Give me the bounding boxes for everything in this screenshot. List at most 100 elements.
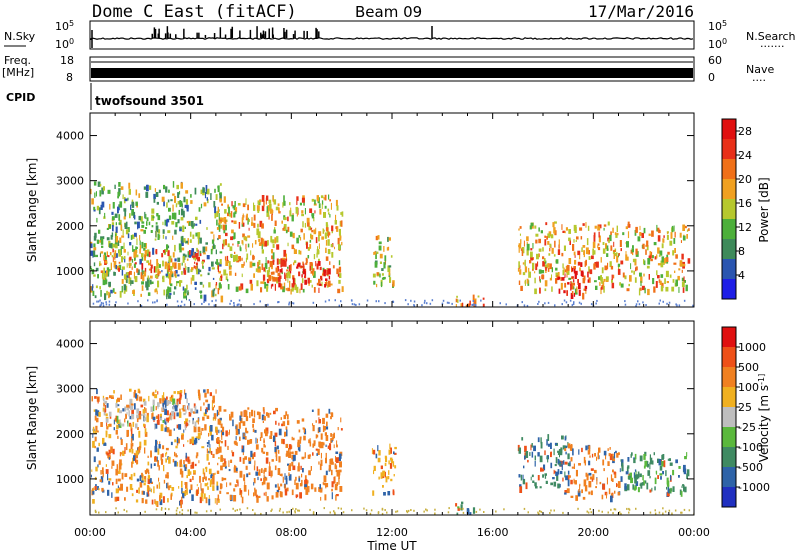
data-cell [124, 473, 128, 477]
data-cell [195, 232, 199, 237]
data-cell [197, 432, 201, 439]
data-cell [384, 462, 387, 467]
data-cell [383, 276, 386, 280]
data-cell [300, 228, 303, 233]
data-cell [99, 240, 102, 243]
data-cell [167, 199, 170, 203]
freq-panel-frame [89, 56, 695, 82]
data-cell [117, 408, 120, 413]
data-cell [199, 496, 202, 504]
data-cell [680, 511, 682, 514]
data-cell [140, 304, 143, 307]
data-cell [517, 267, 519, 272]
data-cell [564, 436, 567, 441]
data-cell [576, 236, 579, 240]
data-cell [203, 493, 206, 499]
data-cell [180, 459, 182, 465]
data-cell [630, 477, 633, 484]
data-cell [319, 266, 322, 271]
data-cell [550, 442, 552, 449]
data-cell [111, 466, 113, 469]
data-cell [207, 486, 209, 490]
data-cell [324, 205, 327, 209]
data-cell [162, 496, 165, 503]
data-cell [131, 461, 133, 468]
data-cell [392, 301, 395, 303]
data-cell [537, 511, 539, 514]
data-cell [171, 394, 174, 400]
data-cell [674, 248, 676, 253]
data-cell [230, 299, 232, 302]
data-cell [304, 430, 307, 435]
data-cell [264, 477, 268, 481]
data-cell [265, 427, 269, 434]
data-cell [329, 443, 332, 451]
data-cell [119, 459, 122, 466]
data-cell [228, 469, 231, 472]
data-cell [325, 256, 329, 261]
data-cell [320, 283, 322, 286]
data-cell [163, 397, 166, 401]
data-cell [692, 304, 694, 307]
data-cell [163, 392, 165, 398]
data-cell [119, 451, 122, 457]
colorbar-tick-label: 8 [738, 245, 745, 258]
data-cell [137, 269, 140, 275]
data-cell [334, 512, 336, 515]
data-cell [540, 467, 543, 472]
data-cell [473, 303, 475, 306]
data-cell [288, 465, 291, 471]
data-cell [145, 191, 149, 198]
data-cell [111, 211, 114, 215]
data-cell [261, 243, 263, 250]
data-cell [325, 247, 327, 253]
data-cell [298, 235, 301, 238]
data-cell [131, 234, 135, 239]
data-cell [260, 512, 262, 515]
data-cell [283, 282, 286, 289]
data-cell [265, 412, 268, 417]
data-cell [649, 511, 652, 514]
data-cell [272, 259, 275, 263]
ytick-label: 1000 [56, 473, 84, 486]
data-cell [105, 301, 107, 304]
velocity-ylabel: Slant Range [km] [25, 366, 39, 470]
data-cell [243, 236, 245, 240]
data-cell [560, 449, 563, 456]
data-cell [173, 428, 175, 431]
data-cell [388, 460, 390, 465]
data-cell [547, 301, 550, 304]
data-cell [631, 452, 633, 456]
data-cell [274, 447, 277, 452]
data-cell [272, 195, 274, 202]
data-cell [285, 288, 288, 291]
data-cell [150, 259, 152, 267]
data-cell [291, 244, 295, 250]
data-cell [138, 411, 142, 415]
data-cell [120, 483, 123, 491]
data-cell [563, 460, 565, 465]
data-cell [169, 273, 172, 280]
data-cell [158, 444, 161, 449]
data-cell [230, 411, 234, 418]
data-cell [588, 277, 591, 283]
ytick-label: 1000 [56, 265, 84, 278]
data-cell [146, 492, 149, 497]
data-cell [95, 466, 98, 472]
data-cell [678, 466, 681, 469]
data-cell [589, 508, 591, 511]
data-cell [592, 474, 595, 480]
data-cell [115, 236, 119, 243]
data-cell [325, 483, 329, 488]
data-cell [145, 213, 147, 220]
data-cell [610, 493, 614, 496]
data-cell [216, 481, 219, 487]
data-cell [600, 257, 602, 263]
data-cell [580, 302, 582, 305]
data-cell [570, 283, 574, 290]
data-cell [336, 494, 339, 497]
data-cell [574, 227, 577, 233]
data-cell [563, 299, 566, 302]
data-cell [298, 249, 300, 255]
data-cell [296, 420, 300, 424]
